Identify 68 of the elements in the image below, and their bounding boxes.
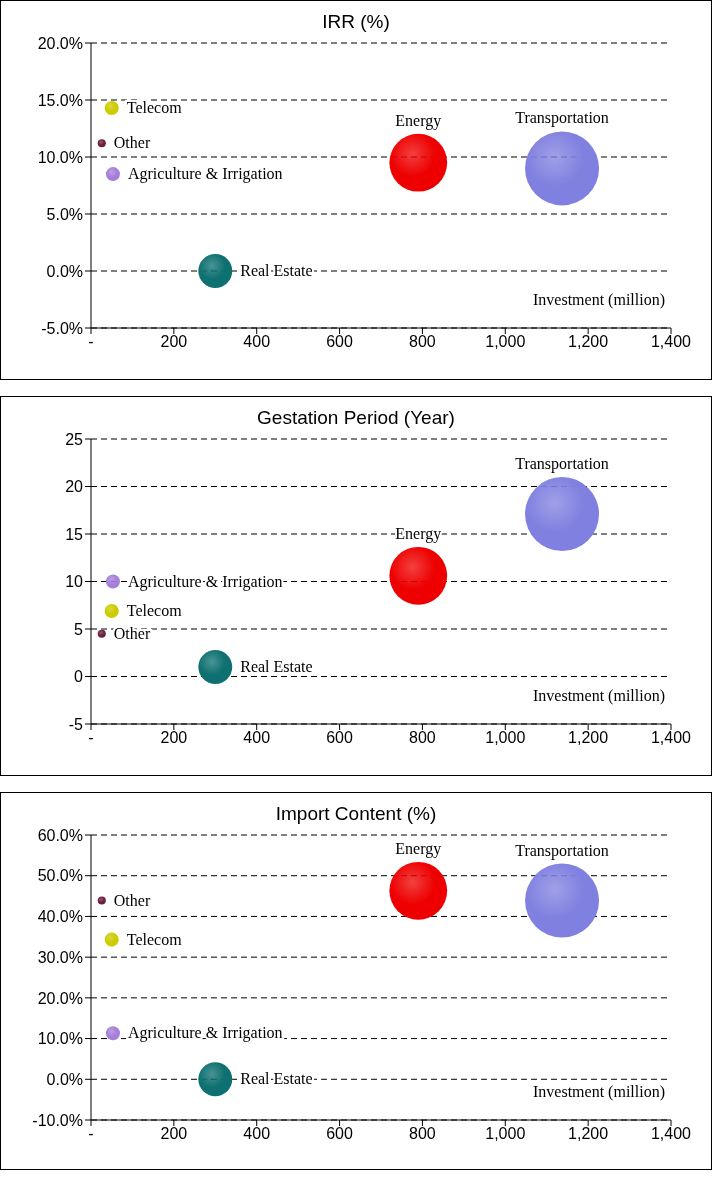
- x-tick-label: -: [88, 1125, 94, 1143]
- x-tick-label: 200: [160, 333, 188, 351]
- x-tick-label: 1,200: [568, 1125, 609, 1143]
- x-tick-label: 1,200: [568, 333, 609, 351]
- y-tick-label: 30.0%: [37, 948, 83, 966]
- y-tick-label: 60.0%: [37, 826, 83, 844]
- series-label: Agriculture & Irrigation: [127, 572, 283, 591]
- y-tick-label: 5: [74, 620, 84, 638]
- x-tick-label: 600: [326, 729, 354, 747]
- y-tick-label: 20: [65, 478, 84, 496]
- x-tick-label: 1,000: [485, 1125, 526, 1143]
- series-label: Agriculture & Irrigation: [127, 165, 283, 184]
- x-axis-title: Investment (million): [533, 687, 665, 705]
- x-tick-label: 800: [409, 1125, 436, 1143]
- x-tick-label: 200: [160, 729, 188, 747]
- series-label: Other: [113, 134, 151, 152]
- series-label: Real Estate: [240, 262, 313, 279]
- y-tick-label: -5: [68, 715, 84, 733]
- x-axis-title: Investment (million): [533, 1083, 665, 1101]
- chart-title: Gestation Period (Year): [256, 407, 456, 429]
- y-tick-label: 25: [65, 430, 84, 448]
- series-label: Transportation: [515, 841, 609, 860]
- y-tick-label: 0: [74, 668, 84, 686]
- series-label: Energy: [395, 111, 442, 130]
- series-label: Energy: [395, 839, 442, 858]
- series-label: Real Estate: [240, 658, 313, 675]
- y-tick-label: -10.0%: [32, 1111, 83, 1129]
- series-label: Energy: [395, 524, 442, 543]
- x-tick-label: 1,400: [650, 729, 692, 747]
- y-tick-label: 15.0%: [37, 91, 83, 109]
- x-tick-label: -: [88, 729, 94, 747]
- y-tick-label: 0.0%: [46, 1070, 83, 1088]
- series-label: Other: [113, 891, 151, 909]
- x-tick-label: 1,400: [650, 333, 692, 351]
- x-tick-label: 1,400: [650, 1125, 692, 1143]
- y-tick-label: 20.0%: [37, 989, 83, 1007]
- x-tick-label: 1,200: [568, 729, 609, 747]
- x-tick-label: 200: [160, 1125, 188, 1143]
- series-label: Transportation: [515, 455, 609, 474]
- y-tick-label: -5.0%: [41, 319, 83, 337]
- series-label: Telecom: [126, 601, 183, 619]
- y-tick-label: 50.0%: [37, 867, 83, 885]
- x-tick-label: 600: [326, 1125, 354, 1143]
- x-tick-label: 1,000: [485, 729, 526, 747]
- y-tick-label: 40.0%: [37, 908, 83, 926]
- x-tick-label: -: [88, 333, 94, 351]
- series-label: Transportation: [515, 109, 609, 128]
- x-tick-label: 1,000: [485, 333, 526, 351]
- chart-title: IRR (%): [321, 11, 391, 33]
- x-axis-title: Investment (million): [533, 291, 665, 309]
- series-label: Agriculture & Irrigation: [127, 1024, 283, 1043]
- x-tick-label: 400: [243, 333, 271, 351]
- x-tick-label: 800: [409, 729, 436, 747]
- y-tick-label: 10: [65, 573, 84, 591]
- series-label: Telecom: [126, 930, 183, 948]
- x-tick-label: 600: [326, 333, 354, 351]
- y-tick-label: 15: [65, 525, 84, 543]
- y-tick-label: 20.0%: [37, 34, 83, 52]
- y-tick-label: 5.0%: [46, 205, 83, 223]
- y-tick-label: 10.0%: [37, 148, 83, 166]
- series-label: Other: [113, 624, 151, 642]
- x-tick-label: 800: [409, 333, 436, 351]
- y-tick-label: 10.0%: [37, 1030, 83, 1048]
- series-label: Telecom: [126, 98, 183, 116]
- y-tick-label: 0.0%: [46, 262, 83, 280]
- x-tick-label: 400: [243, 1125, 271, 1143]
- chart-title: Import Content (%): [274, 803, 438, 825]
- x-tick-label: 400: [243, 729, 271, 747]
